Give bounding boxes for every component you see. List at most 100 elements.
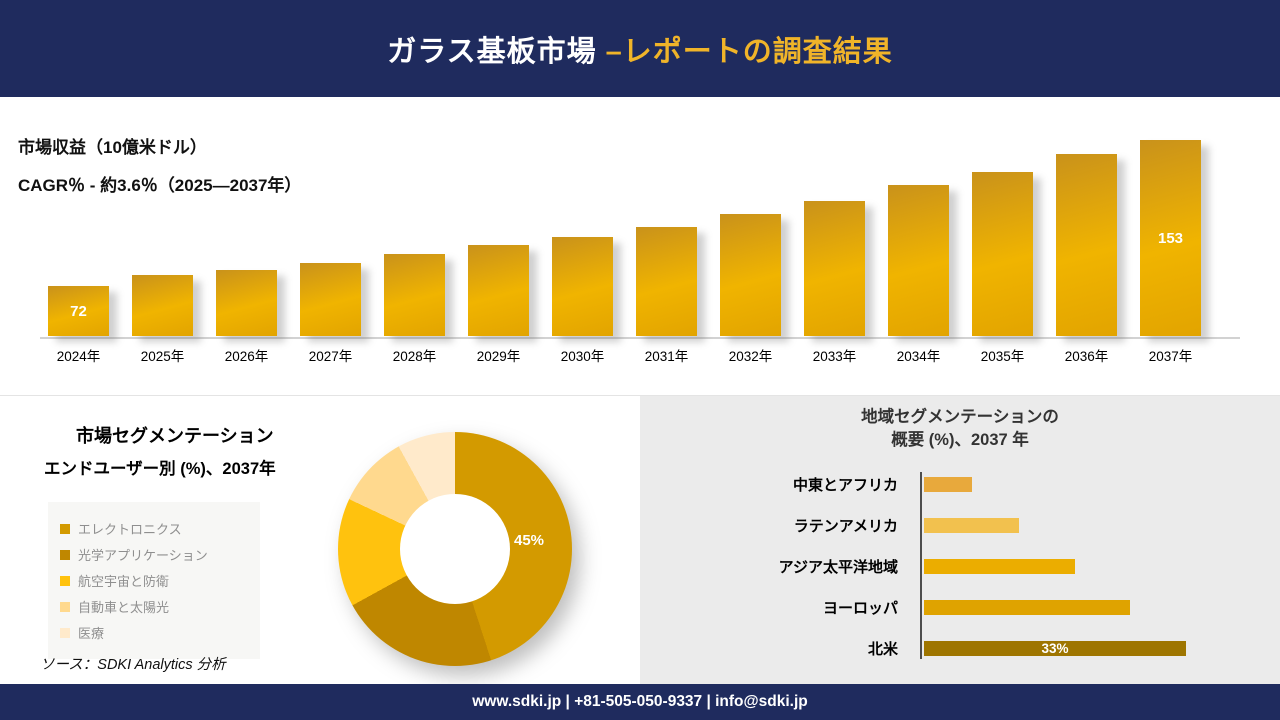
region-row: ラテンアメリカ — [640, 505, 1280, 546]
legend-item: エレクトロニクス — [60, 519, 248, 538]
revenue-bar-slot — [300, 136, 361, 336]
x-axis-tick-label: 2024年 — [56, 349, 101, 364]
x-axis-tick-label: 2026年 — [224, 349, 269, 364]
revenue-bar-value-label: 153 — [1157, 229, 1184, 247]
x-axis-tick-label: 2033年 — [812, 349, 857, 364]
revenue-bar-column: 2025年 — [132, 136, 193, 365]
revenue-bar-column: 2027年 — [300, 136, 361, 365]
region-row: 北米 33% — [640, 628, 1280, 669]
x-axis-tick-label: 2032年 — [728, 349, 773, 364]
region-bar — [924, 559, 1075, 574]
footer-bar: www.sdki.jp | +81-505-050-9337 | info@sd… — [0, 684, 1280, 720]
donut-legend: エレクトロニクス光学アプリケーション 航空宇宙と防衛自動車と太陽光医療 — [48, 502, 260, 659]
source-note: ソース：SDKI Analytics 分析 — [40, 657, 226, 673]
x-axis-tick-label: 2029年 — [476, 349, 521, 364]
legend-item: 航空宇宙と防衛 — [60, 571, 248, 590]
revenue-bar — [300, 263, 361, 336]
donut-hole — [400, 494, 510, 604]
region-rows: 中東とアフリカラテンアメリカアジア太平洋地域ヨーロッパ北米 33% — [640, 464, 1280, 669]
revenue-bar-column: 153 2037年 — [1140, 136, 1201, 365]
region-label: アジア太平洋地域 — [778, 559, 898, 576]
revenue-bar-slot — [468, 136, 529, 336]
revenue-bar-column: 2035年 — [972, 136, 1033, 365]
legend-swatch — [60, 549, 70, 560]
legend-swatch — [60, 601, 70, 612]
x-axis-tick-label: 2028年 — [392, 349, 437, 364]
revenue-bar-column: 2032年 — [720, 136, 781, 365]
revenue-bar-value-label: 72 — [70, 302, 87, 320]
legend-item: 医療 — [60, 623, 248, 642]
revenue-bar-slot — [804, 136, 865, 336]
x-axis-tick-label: 2035年 — [980, 349, 1025, 364]
legend-swatch — [60, 575, 70, 586]
revenue-bar — [804, 201, 865, 336]
x-axis-tick-label: 2036年 — [1064, 349, 1109, 364]
region-title: 地域セグメンテーションの 概要 (%)、2037 年 — [640, 406, 1280, 452]
revenue-cagr-label: CAGR％ - 約3.6％（2025―2037年） — [18, 176, 302, 195]
revenue-bar-column: 2034年 — [888, 136, 949, 365]
revenue-bar-column: 2036年 — [1056, 136, 1117, 365]
region-axis-line — [920, 472, 922, 659]
revenue-bar-slot — [720, 136, 781, 336]
revenue-bar-slot — [972, 136, 1033, 336]
revenue-bar-slot — [132, 136, 193, 336]
x-axis-tick-label: 2027年 — [308, 349, 353, 364]
x-axis-tick-label: 2025年 — [140, 349, 185, 364]
region-bar — [924, 518, 1019, 533]
revenue-axis-title: 市場収益（10億米ドル） — [18, 138, 207, 157]
revenue-bar — [468, 245, 529, 336]
segmentation-panel: 市場セグメンテーション エンドユーザー別 (%)、2037年 エレクトロニクス光… — [0, 396, 640, 684]
revenue-bar — [132, 275, 193, 336]
revenue-bar-slot — [216, 136, 277, 336]
x-axis-tick-label: 2030年 — [560, 349, 605, 364]
region-bar: 33% — [924, 641, 1186, 656]
revenue-bar-column: 2030年 — [552, 136, 613, 365]
revenue-chart-section: 市場収益（10億米ドル） CAGR％ - 約3.6％（2025―2037年） 7… — [0, 97, 1280, 396]
segmentation-subtitle: エンドユーザー別 (%)、2037年 — [44, 460, 276, 478]
revenue-bar-slot: 153 — [1140, 136, 1201, 336]
footer-contact: www.sdki.jp | +81-505-050-9337 | info@sd… — [472, 693, 808, 710]
revenue-bar — [972, 172, 1033, 336]
revenue-bar: 72 — [48, 286, 109, 336]
page-title: ガラス基板市場 –レポートの調査結果 — [387, 28, 893, 70]
region-row: ヨーロッパ — [640, 587, 1280, 628]
revenue-bars-row: 72 2024年 2025年 2026年 2027年 2028年 2029年 2030年 203… — [48, 136, 1201, 365]
region-row: 中東とアフリカ — [640, 464, 1280, 505]
revenue-bar-slot — [1056, 136, 1117, 336]
legend-item: 自動車と太陽光 — [60, 597, 248, 616]
donut-value-label: 45% — [514, 532, 545, 549]
legend-label: 医療 — [78, 626, 105, 641]
revenue-bar-column: 72 2024年 — [48, 136, 109, 365]
revenue-bar — [888, 185, 949, 336]
revenue-bar-column: 2031年 — [636, 136, 697, 365]
revenue-bar-slot: 72 — [48, 136, 109, 336]
revenue-bar — [636, 227, 697, 336]
segmentation-title: 市場セグメンテーション — [76, 426, 274, 446]
region-label: ヨーロッパ — [822, 600, 898, 617]
revenue-bar-column: 2033年 — [804, 136, 865, 365]
x-axis-line — [40, 337, 1240, 339]
revenue-bar — [552, 237, 613, 336]
x-axis-tick-label: 2031年 — [644, 349, 689, 364]
region-bar — [924, 477, 972, 492]
revenue-bar-column: 2026年 — [216, 136, 277, 365]
revenue-bar-column: 2028年 — [384, 136, 445, 365]
revenue-bar — [1056, 154, 1117, 336]
x-axis-tick-label: 2037年 — [1148, 349, 1193, 364]
revenue-bar — [384, 254, 445, 336]
region-label: 中東とアフリカ — [792, 477, 898, 494]
revenue-bar — [720, 214, 781, 336]
legend-label: 航空宇宙と防衛 — [78, 574, 170, 589]
region-row: アジア太平洋地域 — [640, 546, 1280, 587]
legend-item: 光学アプリケーション — [60, 545, 248, 564]
legend-swatch — [60, 523, 70, 534]
revenue-bar: 153 — [1140, 140, 1201, 336]
revenue-bar-slot — [636, 136, 697, 336]
revenue-bar-slot — [384, 136, 445, 336]
legend-label: 光学アプリケーション — [78, 548, 208, 563]
region-title-line1: 地域セグメンテーションの — [861, 408, 1059, 426]
legend-swatch — [60, 627, 70, 638]
region-panel: 地域セグメンテーションの 概要 (%)、2037 年 中東とアフリカラテンアメリ… — [640, 396, 1280, 684]
x-axis-tick-label: 2034年 — [896, 349, 941, 364]
